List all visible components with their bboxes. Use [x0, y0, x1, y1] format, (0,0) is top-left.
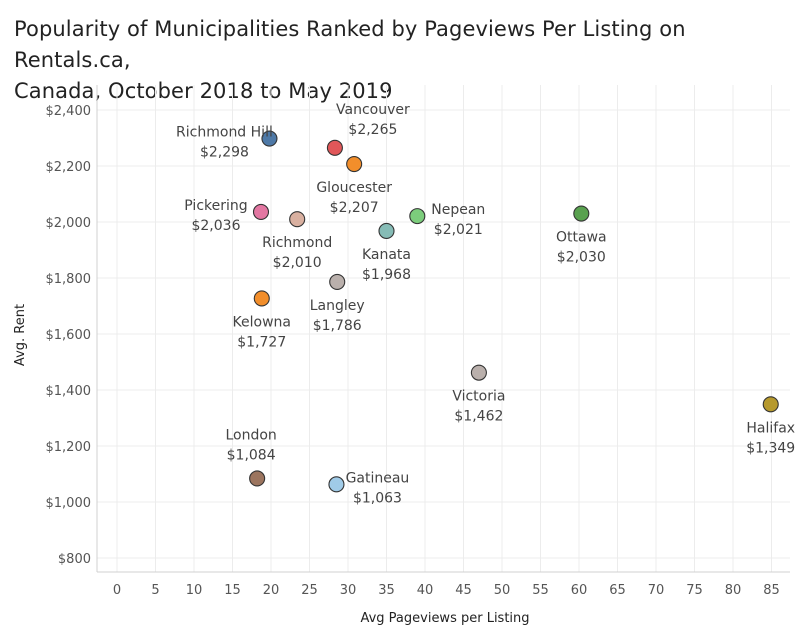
data-point: [261, 130, 278, 147]
point-name-label: Richmond: [262, 235, 332, 251]
axes: 051015202530354045505560657075808590$800…: [46, 85, 790, 598]
y-tick-label: $1,600: [46, 328, 92, 343]
data-point: [573, 205, 590, 222]
y-tick-label: $1,800: [46, 272, 92, 287]
data-point: [329, 273, 346, 290]
x-tick-label: 40: [417, 583, 434, 598]
x-tick-label: 50: [494, 583, 511, 598]
y-tick-label: $2,200: [46, 160, 92, 175]
point-value-label: $1,084: [227, 447, 276, 463]
x-tick-label: 45: [455, 583, 472, 598]
x-tick-label: 55: [532, 583, 549, 598]
x-tick-label: 25: [301, 583, 318, 598]
y-tick-label: $2,000: [46, 216, 92, 231]
point-value-label: $2,010: [273, 255, 322, 271]
data-point: [409, 208, 426, 225]
point-name-label: Langley: [310, 298, 365, 314]
gridlines: [97, 85, 790, 572]
x-tick-label: 10: [186, 583, 203, 598]
y-axis-title: Avg. Rent: [13, 304, 28, 366]
point-value-label: $2,036: [191, 218, 240, 234]
point-value-label: $2,298: [200, 145, 249, 161]
x-tick-label: 80: [725, 583, 742, 598]
point-value-label: $2,265: [348, 122, 397, 138]
data-point: [326, 139, 343, 156]
point-value-label: $1,727: [237, 334, 286, 350]
point-value-label: $1,786: [313, 318, 362, 334]
point-name-label: Kelowna: [233, 314, 291, 330]
point-name-label: Pickering: [184, 198, 247, 214]
data-point: [289, 211, 306, 228]
point-value-label: $1,063: [353, 490, 402, 506]
point-name-label: Victoria: [452, 389, 505, 405]
y-tick-label: $1,400: [46, 384, 92, 399]
x-axis-title: Avg Pageviews per Listing: [360, 611, 529, 626]
x-tick-label: 5: [151, 583, 159, 598]
data-point: [252, 203, 270, 220]
x-tick-label: 15: [224, 583, 241, 598]
data-labels: Richmond Hill $2,298 Vancouver $2,265 Glouce…: [176, 102, 795, 507]
point-value-label: $1,349: [746, 440, 795, 456]
x-tick-label: 75: [686, 583, 703, 598]
point-name-label: Nepean: [431, 202, 485, 218]
x-tick-label: 0: [113, 583, 121, 598]
y-tick-label: $1,200: [46, 440, 92, 455]
point-value-label: $2,030: [557, 250, 606, 266]
data-point: [470, 364, 487, 381]
point-value-label: $2,207: [330, 200, 379, 216]
x-tick-label: 70: [648, 583, 665, 598]
data-point: [346, 155, 363, 173]
point-name-label: Halifax: [746, 420, 795, 436]
data-point: [762, 396, 779, 413]
chart-title: Popularity of Municipalities Ranked by P…: [14, 14, 786, 107]
point-name-label: Ottawa: [556, 230, 607, 246]
point-name-label: Gatineau: [346, 470, 410, 486]
data-point: [378, 222, 395, 240]
data-points: [249, 130, 779, 493]
x-tick-label: 35: [378, 583, 395, 598]
data-point: [328, 476, 345, 493]
data-point: [253, 290, 270, 307]
point-value-label: $2,021: [434, 222, 483, 238]
y-tick-label: $2,400: [46, 104, 92, 119]
point-name-label: London: [225, 427, 276, 443]
y-tick-label: $1,000: [46, 496, 92, 511]
x-tick-label: 20: [263, 583, 280, 598]
x-tick-label: 85: [763, 583, 780, 598]
chart-title-line-1: Popularity of Municipalities Ranked by P…: [14, 17, 686, 72]
chart-title-line-2: Canada, October 2018 to May 2019: [14, 79, 393, 103]
x-tick-label: 30: [340, 583, 357, 598]
x-tick-label: 65: [609, 583, 626, 598]
point-name-label: Gloucester: [316, 180, 392, 196]
point-value-label: $1,462: [454, 409, 503, 425]
point-name-label: Richmond Hill: [176, 125, 273, 141]
point-name-label: Kanata: [362, 247, 411, 263]
y-tick-label: $800: [58, 552, 91, 567]
data-point: [249, 470, 266, 487]
point-value-label: $1,968: [362, 267, 411, 283]
x-tick-label: 60: [571, 583, 588, 598]
point-name-label: Vancouver: [336, 102, 410, 118]
